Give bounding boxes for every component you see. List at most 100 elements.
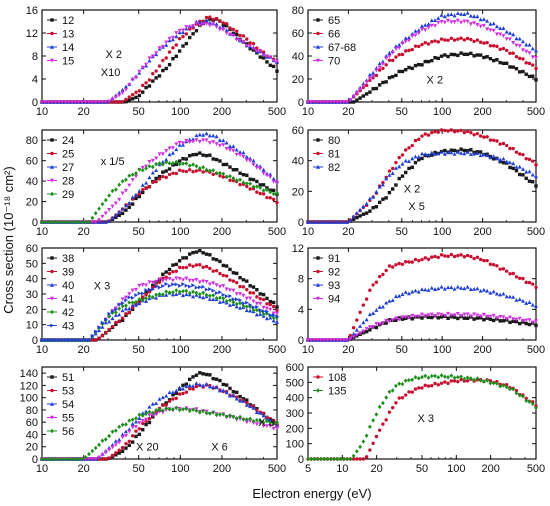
legend-marker bbox=[50, 44, 54, 49]
x-tick-label: 200 bbox=[213, 463, 231, 475]
data-point bbox=[110, 324, 115, 329]
data-point bbox=[514, 55, 519, 59]
data-point bbox=[235, 280, 239, 285]
data-point bbox=[482, 318, 486, 322]
data-point bbox=[244, 402, 249, 407]
data-point bbox=[238, 301, 242, 306]
data-point bbox=[482, 135, 486, 139]
data-point bbox=[211, 168, 216, 173]
data-point bbox=[241, 399, 246, 403]
data-point bbox=[501, 156, 506, 161]
data-point bbox=[211, 17, 215, 22]
data-point bbox=[140, 297, 145, 303]
data-point bbox=[114, 100, 118, 104]
y-tick-label: 12 bbox=[292, 243, 304, 255]
data-point bbox=[211, 293, 216, 298]
data-point bbox=[387, 264, 392, 268]
legend-label: 43 bbox=[62, 321, 74, 333]
data-point bbox=[387, 298, 392, 303]
data-point bbox=[449, 285, 454, 290]
data-point bbox=[114, 451, 118, 455]
data-point bbox=[442, 151, 447, 156]
data-point bbox=[218, 19, 222, 23]
y-tick-label: 40 bbox=[26, 274, 38, 286]
data-point bbox=[251, 405, 256, 410]
data-point bbox=[361, 457, 366, 461]
data-point bbox=[197, 23, 202, 28]
data-point bbox=[380, 321, 385, 326]
data-point bbox=[164, 393, 169, 398]
data-point bbox=[485, 153, 490, 158]
legend-label: 91 bbox=[328, 253, 340, 265]
data-point bbox=[374, 73, 379, 78]
data-point bbox=[469, 130, 473, 135]
data-point bbox=[164, 175, 168, 180]
data-point bbox=[485, 135, 489, 139]
data-point bbox=[144, 180, 149, 185]
data-point bbox=[194, 138, 199, 143]
data-point bbox=[511, 319, 515, 324]
data-point bbox=[455, 374, 460, 380]
data-point bbox=[261, 297, 266, 302]
data-point bbox=[410, 34, 415, 39]
data-point bbox=[224, 414, 229, 419]
data-point bbox=[261, 312, 266, 317]
data-point bbox=[204, 252, 209, 256]
data-point bbox=[154, 292, 159, 297]
data-point bbox=[80, 100, 85, 105]
data-point bbox=[394, 73, 398, 78]
data-point bbox=[174, 34, 179, 39]
data-point bbox=[154, 179, 158, 184]
data-point bbox=[127, 300, 132, 305]
data-point bbox=[201, 132, 206, 137]
data-point bbox=[309, 100, 314, 105]
data-point bbox=[364, 327, 369, 331]
data-point bbox=[384, 196, 388, 200]
legend-marker bbox=[316, 138, 320, 142]
data-point bbox=[265, 195, 269, 200]
data-point bbox=[197, 132, 202, 137]
data-point bbox=[423, 22, 428, 27]
data-point bbox=[208, 15, 212, 19]
data-point bbox=[204, 22, 209, 26]
x-tick-label: 50 bbox=[416, 463, 428, 475]
data-point bbox=[322, 456, 327, 462]
data-point bbox=[244, 296, 249, 301]
data-point bbox=[147, 416, 152, 421]
y-tick-label: 8 bbox=[32, 51, 38, 63]
data-point bbox=[374, 322, 379, 326]
data-point bbox=[235, 167, 239, 172]
data-point bbox=[100, 333, 105, 338]
data-point bbox=[393, 47, 398, 51]
data-point bbox=[181, 293, 185, 298]
data-point bbox=[377, 83, 382, 87]
data-point bbox=[501, 161, 506, 165]
data-point bbox=[468, 13, 473, 18]
data-point bbox=[231, 390, 236, 394]
data-point bbox=[177, 265, 182, 270]
data-point bbox=[358, 87, 363, 92]
data-point bbox=[524, 49, 529, 54]
data-point bbox=[345, 338, 350, 343]
data-point bbox=[228, 178, 232, 183]
data-point bbox=[426, 25, 431, 30]
data-point bbox=[348, 217, 353, 222]
data-point bbox=[521, 152, 525, 157]
data-point bbox=[134, 425, 138, 429]
y-tick-label: 16 bbox=[26, 5, 38, 17]
data-point bbox=[204, 138, 209, 143]
data-point bbox=[452, 254, 457, 259]
legend-marker bbox=[316, 256, 320, 260]
legend-marker bbox=[50, 31, 54, 36]
data-point bbox=[130, 97, 135, 101]
data-point bbox=[312, 219, 317, 224]
data-point bbox=[160, 395, 165, 400]
data-point bbox=[387, 410, 392, 414]
legend-label: 55 bbox=[62, 413, 74, 425]
plot-frame bbox=[307, 247, 537, 341]
x-tick-label: 50 bbox=[396, 226, 408, 238]
data-point bbox=[90, 457, 95, 462]
data-point bbox=[187, 25, 192, 30]
data-point bbox=[358, 207, 363, 212]
data-point bbox=[141, 190, 145, 195]
